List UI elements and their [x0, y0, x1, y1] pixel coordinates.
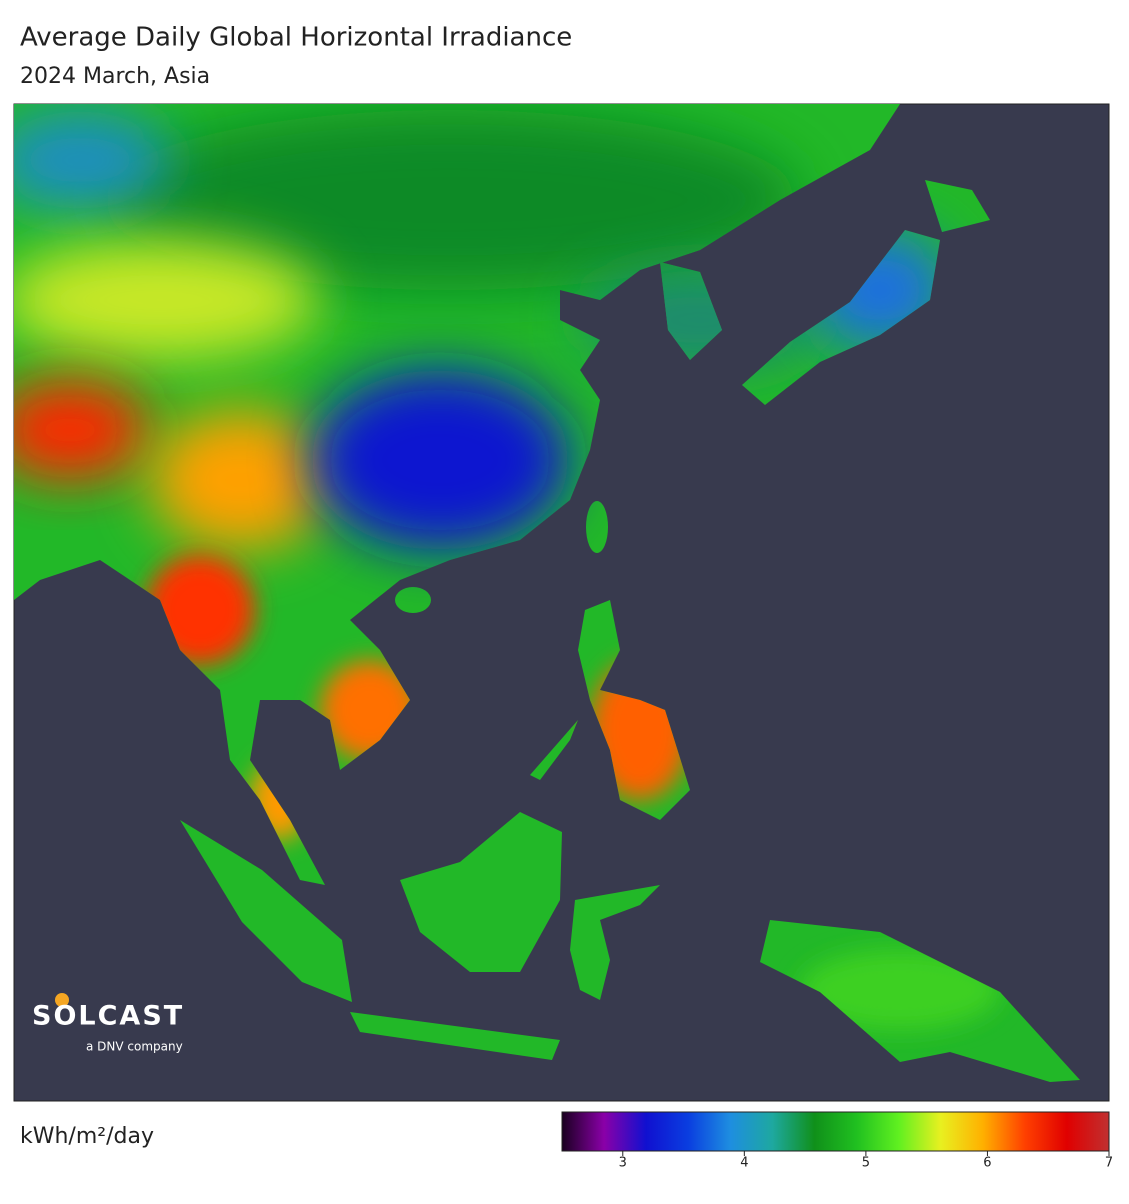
tick-label: 3 [619, 1156, 627, 1171]
tick-label: 7 [1105, 1156, 1113, 1171]
logo-name: SOLCAST [32, 1001, 184, 1032]
tick-label: 5 [862, 1156, 870, 1171]
colorbar [561, 1111, 1110, 1152]
legend-unit: kWh/m²/day [20, 1124, 154, 1149]
logo-sun [55, 993, 69, 1007]
logo-tagline: a DNV company [86, 1040, 183, 1054]
title: Average Daily Global Horizontal Irradian… [20, 23, 572, 53]
logo: SOLCAST a DNV company [32, 993, 184, 1054]
tick-label: 6 [983, 1156, 991, 1171]
tick-label: 4 [740, 1156, 748, 1171]
subtitle: 2024 March, Asia [20, 64, 210, 89]
colorbar-ticks: 3 4 5 6 7 [619, 1151, 1113, 1171]
